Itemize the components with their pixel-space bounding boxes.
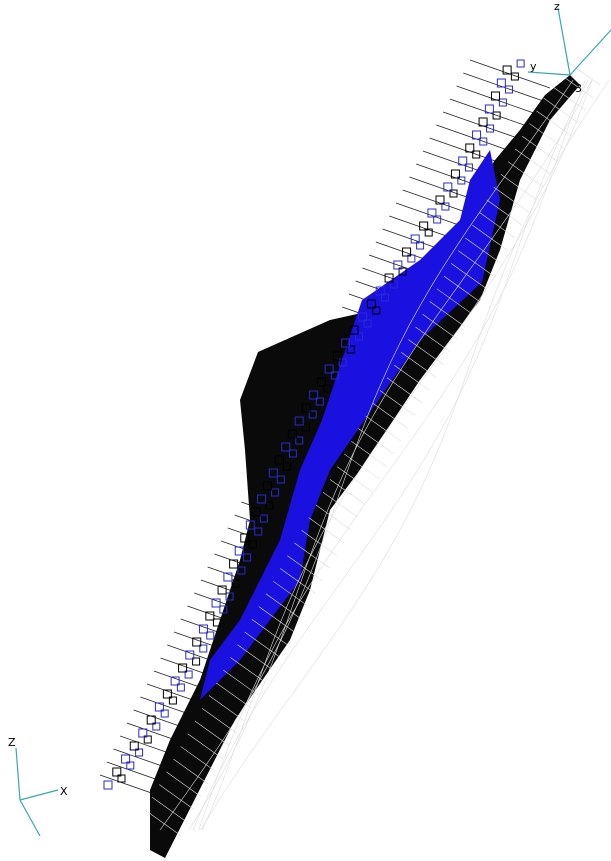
node-label: 3 <box>575 82 582 95</box>
triad-label: y <box>530 60 537 73</box>
fea-viewport: z y 3 Z X <box>0 0 611 861</box>
triad-label: X <box>60 785 68 798</box>
triad-label: Z <box>8 736 16 749</box>
triad-label: z <box>554 0 560 13</box>
